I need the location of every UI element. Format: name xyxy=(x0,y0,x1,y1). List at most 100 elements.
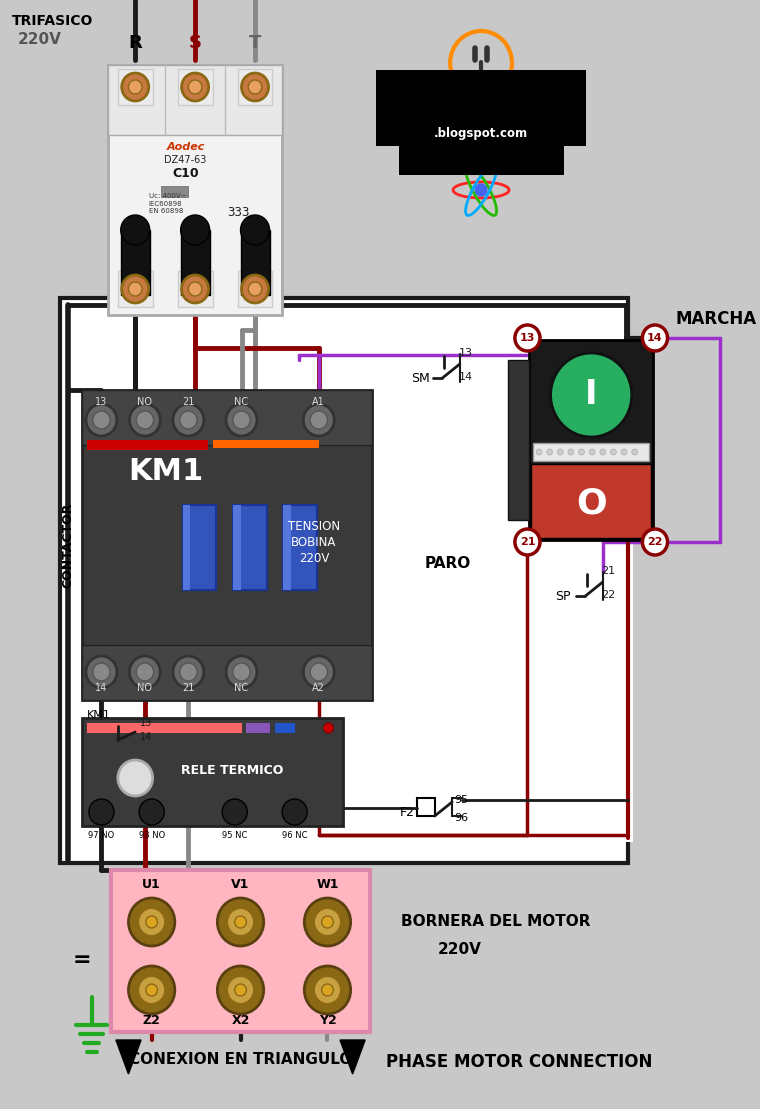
Circle shape xyxy=(324,723,334,733)
Polygon shape xyxy=(116,1040,141,1074)
Text: 22: 22 xyxy=(601,590,616,600)
Bar xyxy=(283,505,291,590)
Text: SM: SM xyxy=(411,372,429,385)
Circle shape xyxy=(621,449,627,455)
Text: BORNERA DEL MOTOR: BORNERA DEL MOTOR xyxy=(401,915,591,929)
Text: 220V: 220V xyxy=(17,32,62,47)
Circle shape xyxy=(128,80,142,94)
Text: 96 NC: 96 NC xyxy=(282,832,307,841)
Text: V1: V1 xyxy=(231,877,250,891)
Text: U1: U1 xyxy=(142,877,161,891)
Circle shape xyxy=(226,657,257,688)
Bar xyxy=(508,360,530,520)
Bar xyxy=(213,440,318,448)
Bar xyxy=(445,362,633,842)
Text: NO: NO xyxy=(138,683,153,693)
Circle shape xyxy=(93,411,110,429)
Circle shape xyxy=(642,529,667,554)
Circle shape xyxy=(121,215,150,245)
Circle shape xyxy=(314,976,341,1004)
Text: Y2: Y2 xyxy=(318,1014,337,1027)
Circle shape xyxy=(128,282,142,296)
Bar xyxy=(233,505,240,590)
Circle shape xyxy=(173,657,204,688)
Circle shape xyxy=(181,215,210,245)
Text: CONTACTOR: CONTACTOR xyxy=(61,502,74,588)
Bar xyxy=(82,645,372,700)
Circle shape xyxy=(89,798,114,825)
Bar xyxy=(417,798,435,816)
Circle shape xyxy=(86,657,117,688)
Text: A1: A1 xyxy=(312,397,325,407)
Circle shape xyxy=(226,404,257,436)
Circle shape xyxy=(235,984,246,996)
Circle shape xyxy=(146,916,157,928)
Bar xyxy=(238,271,272,307)
Bar xyxy=(182,505,217,590)
Text: 220V: 220V xyxy=(438,943,482,957)
Bar xyxy=(82,390,372,700)
Text: 22: 22 xyxy=(648,537,663,547)
Circle shape xyxy=(546,449,553,455)
Text: O: O xyxy=(576,486,606,520)
Text: X2: X2 xyxy=(231,1014,250,1027)
Bar xyxy=(283,505,317,590)
Text: Uc: 400V~
IEC60898
EN 60898: Uc: 400V~ IEC60898 EN 60898 xyxy=(149,193,186,214)
Text: 96: 96 xyxy=(454,813,469,823)
Circle shape xyxy=(242,275,268,303)
Circle shape xyxy=(642,325,667,352)
Circle shape xyxy=(303,404,334,436)
Bar xyxy=(275,723,295,733)
Text: TENSION
BOBINA
220V: TENSION BOBINA 220V xyxy=(288,520,340,564)
Circle shape xyxy=(240,215,270,245)
Bar xyxy=(108,65,282,135)
Text: 13: 13 xyxy=(458,348,473,358)
Bar xyxy=(233,505,267,590)
Text: 13: 13 xyxy=(95,397,108,407)
Bar xyxy=(161,186,188,197)
Text: CONEXION EN TRIANGULO: CONEXION EN TRIANGULO xyxy=(129,1052,352,1067)
Circle shape xyxy=(118,760,153,796)
Text: NO: NO xyxy=(138,397,153,407)
Circle shape xyxy=(227,976,254,1004)
Circle shape xyxy=(304,898,350,946)
Circle shape xyxy=(304,966,350,1014)
Circle shape xyxy=(182,73,209,101)
Circle shape xyxy=(129,657,160,688)
Bar xyxy=(240,230,270,295)
Bar xyxy=(531,464,651,538)
Text: 95: 95 xyxy=(454,795,469,805)
Bar xyxy=(111,869,370,1032)
Text: 97 NO: 97 NO xyxy=(88,832,115,841)
Text: 14: 14 xyxy=(458,372,473,381)
Circle shape xyxy=(122,73,149,101)
Circle shape xyxy=(515,325,540,352)
Bar xyxy=(108,65,282,315)
Circle shape xyxy=(578,449,584,455)
Circle shape xyxy=(233,663,250,681)
Circle shape xyxy=(182,275,209,303)
Circle shape xyxy=(568,449,574,455)
Text: 14: 14 xyxy=(95,683,108,693)
Text: I: I xyxy=(585,378,597,411)
Circle shape xyxy=(128,898,175,946)
Bar xyxy=(246,723,271,733)
Circle shape xyxy=(136,663,154,681)
Circle shape xyxy=(600,449,606,455)
Text: 21: 21 xyxy=(520,537,535,547)
Circle shape xyxy=(321,984,334,996)
Circle shape xyxy=(632,449,638,455)
Bar xyxy=(118,271,153,307)
Circle shape xyxy=(129,404,160,436)
Bar xyxy=(530,340,653,540)
Circle shape xyxy=(227,908,254,936)
Text: .blogspot.com: .blogspot.com xyxy=(434,126,528,140)
Bar xyxy=(238,69,272,105)
Text: 14: 14 xyxy=(647,333,663,343)
Circle shape xyxy=(557,449,563,455)
Circle shape xyxy=(139,798,164,825)
Circle shape xyxy=(610,449,616,455)
Circle shape xyxy=(128,966,175,1014)
Text: NC: NC xyxy=(234,397,249,407)
Text: PHASE MOTOR CONNECTION: PHASE MOTOR CONNECTION xyxy=(386,1054,653,1071)
